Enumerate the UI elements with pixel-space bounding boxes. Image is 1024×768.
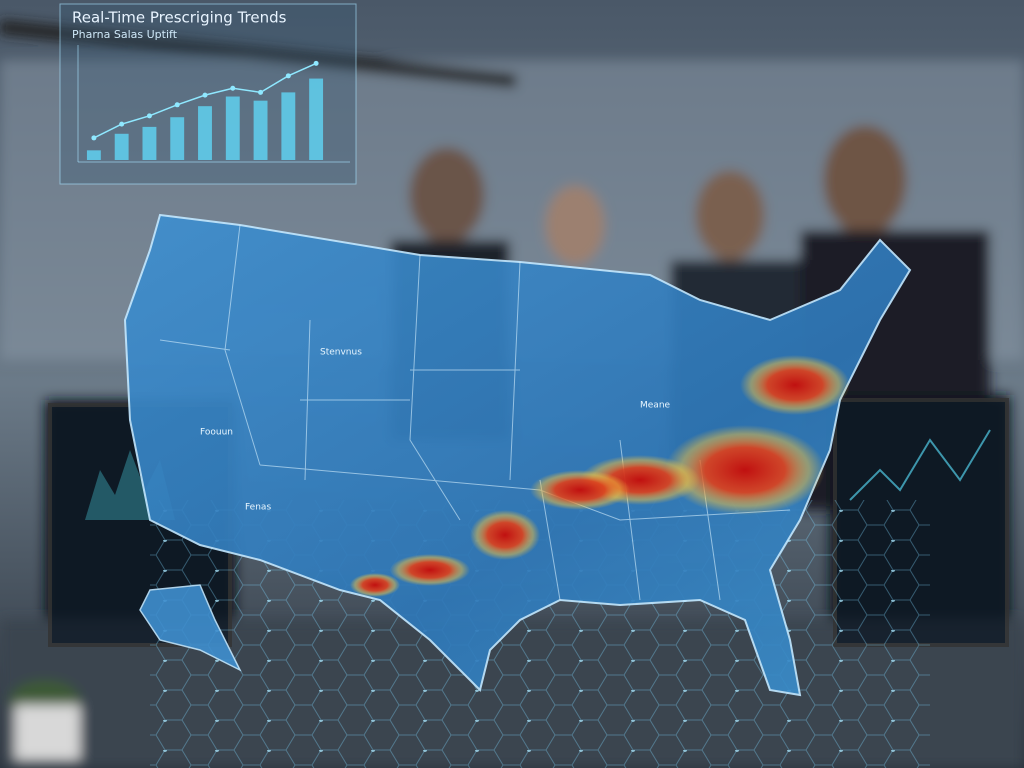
chart-title: Real-Time Prescriging Trends [72,9,287,27]
bar [142,126,157,160]
trend-point [91,135,97,141]
trend-point [202,92,208,98]
map-label: Foouun [200,428,233,438]
inset-chart: Real-Time Prescriging Trends Pharna Sala… [59,3,357,185]
trend-point [258,89,264,95]
trend-point [146,113,152,119]
map-label: Stenvnus [320,348,362,358]
chart-subtitle: Pharna Salas Uptift [72,28,178,41]
bar [198,106,212,160]
trend-point [285,73,291,79]
bar [170,117,185,160]
bar [114,133,129,160]
trend-point [119,121,125,127]
us-map [123,213,912,697]
bar [253,100,268,160]
bar [86,150,101,160]
map-label: Meane [640,401,671,411]
bar [225,96,240,160]
trend-point [230,85,236,91]
trend-point [174,102,180,108]
bar [309,78,324,160]
trend-point [313,60,319,66]
bar [281,92,296,160]
map-label: Fenas [245,503,271,513]
